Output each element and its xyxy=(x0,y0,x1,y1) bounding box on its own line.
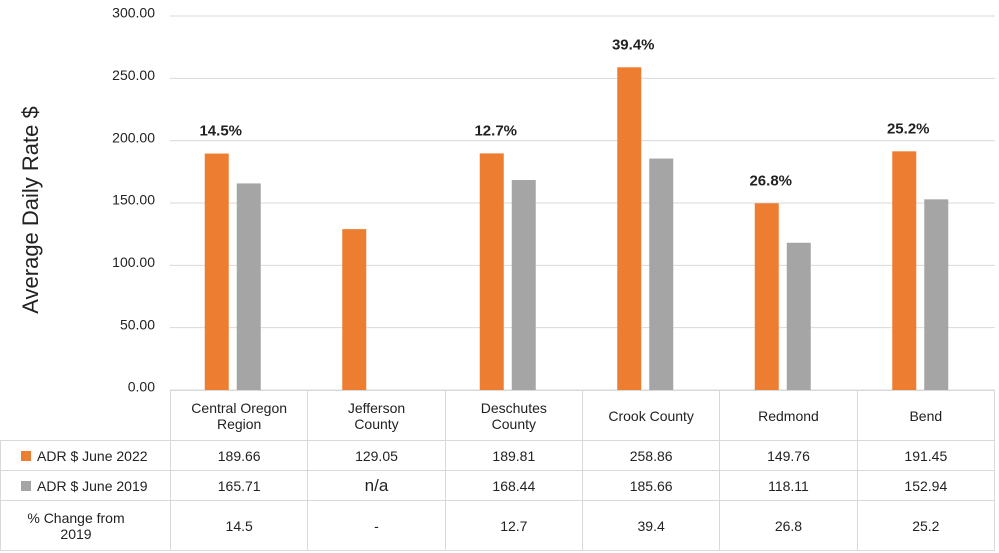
table-value: 25.2 xyxy=(912,517,940,534)
table-cell: 118.11 xyxy=(719,470,858,501)
category-label: Bend xyxy=(856,390,996,441)
y-tick-label: 300.00 xyxy=(112,5,155,21)
table-value: 118.11 xyxy=(768,477,809,494)
table-cell: 12.7 xyxy=(444,500,583,551)
table-value: 149.76 xyxy=(767,447,810,464)
table-value: 129.05 xyxy=(355,447,398,464)
legend-label: ADR $ June 2019 xyxy=(37,477,148,494)
y-axis-title: Average Daily Rate $ xyxy=(18,106,43,314)
table-cell: 129.05 xyxy=(307,440,446,471)
y-tick-label: 100.00 xyxy=(112,254,155,270)
table-value: 39.4 xyxy=(637,517,665,534)
table-cell: 152.94 xyxy=(856,470,996,501)
series-row: ADR $ June 2019 165.71 n/a 168.44 185.66 118.… xyxy=(0,470,996,501)
table-cell: 39.4 xyxy=(581,500,721,551)
table-value: 152.94 xyxy=(904,477,948,494)
table-value: n/a xyxy=(364,475,389,495)
table-cell: 26.8 xyxy=(719,500,858,551)
table-value: 191.45 xyxy=(904,447,948,464)
table-value: 14.5 xyxy=(225,517,253,534)
table-value: 189.66 xyxy=(217,447,261,464)
bar xyxy=(236,183,261,390)
bar xyxy=(924,199,949,390)
series-row: ADR $ June 2022 189.66 129.05 189.81 258.86 1… xyxy=(0,440,996,471)
y-tick-label: 0.00 xyxy=(128,379,155,392)
table-value: 185.66 xyxy=(629,477,673,494)
table-cell: n/a xyxy=(307,470,446,501)
legend-label: ADR $ June 2022 xyxy=(37,447,148,464)
table-cell: 185.66 xyxy=(581,470,721,501)
legend-swatch xyxy=(21,450,31,461)
bar xyxy=(786,242,811,390)
bar xyxy=(754,203,779,390)
table-cell: 165.71 xyxy=(169,470,309,501)
category-label: Redmond xyxy=(719,390,858,441)
category-row: Central Oregon Region Jefferson County Des… xyxy=(1,390,996,441)
chart: Average Daily Rate $ 0.00 50.00 100.00 150.… xyxy=(18,5,995,392)
change-annotation: 25.2% xyxy=(887,120,930,137)
y-tick-label: 150.00 xyxy=(112,192,155,208)
category-label: Central Oregon Region xyxy=(169,390,309,441)
change-annotation: 26.8% xyxy=(749,172,792,189)
bar xyxy=(649,158,674,390)
table-value: 189.81 xyxy=(492,447,536,464)
table-cell: 258.86 xyxy=(581,440,721,471)
category-label: Jefferson County xyxy=(307,390,446,441)
table-cell: 189.66 xyxy=(169,440,309,471)
table-value: 168.44 xyxy=(492,477,536,494)
table-cell: 14.5 xyxy=(169,500,309,551)
table-cell: 191.45 xyxy=(856,440,996,471)
change-row: % Change from 2019 14.5 - 12.7 39.4 26.8 25.2 xyxy=(0,500,996,551)
table-cell: 168.44 xyxy=(444,470,583,501)
bar xyxy=(892,151,917,390)
bar xyxy=(204,153,229,390)
table-value: 26.8 xyxy=(774,517,803,534)
bar xyxy=(511,180,536,390)
y-tick-label: 50.00 xyxy=(120,316,155,332)
table-cell: - xyxy=(307,500,446,551)
legend-entry: ADR $ June 2022 xyxy=(0,440,171,471)
change-annotation: 12.7% xyxy=(474,122,517,139)
data-table: Central Oregon Region Jefferson County Des… xyxy=(0,390,996,551)
table-value: 165.71 xyxy=(217,477,261,494)
blank-cell xyxy=(1,391,171,441)
bar xyxy=(479,153,504,390)
change-annotation: 39.4% xyxy=(612,36,655,53)
table-value: 258.86 xyxy=(629,447,673,464)
y-tick-label: 250.00 xyxy=(112,67,155,83)
y-tick-label: 200.00 xyxy=(112,129,155,145)
table-cell: 189.81 xyxy=(444,440,583,471)
legend-swatch xyxy=(21,480,31,491)
bar xyxy=(617,67,642,390)
category-label: Deschutes County xyxy=(444,390,583,441)
table-cell: 149.76 xyxy=(719,440,858,471)
table-value: 12.7 xyxy=(500,517,528,534)
change-annotation: 14.5% xyxy=(199,123,242,140)
row-label: % Change from 2019 xyxy=(27,509,125,542)
table-cell: 25.2 xyxy=(856,500,996,551)
category-label: Crook County xyxy=(581,390,721,441)
table-value: - xyxy=(374,517,379,534)
legend-entry: ADR $ June 2019 xyxy=(0,470,171,501)
row-header: % Change from 2019 xyxy=(0,500,171,551)
bar xyxy=(342,229,367,390)
